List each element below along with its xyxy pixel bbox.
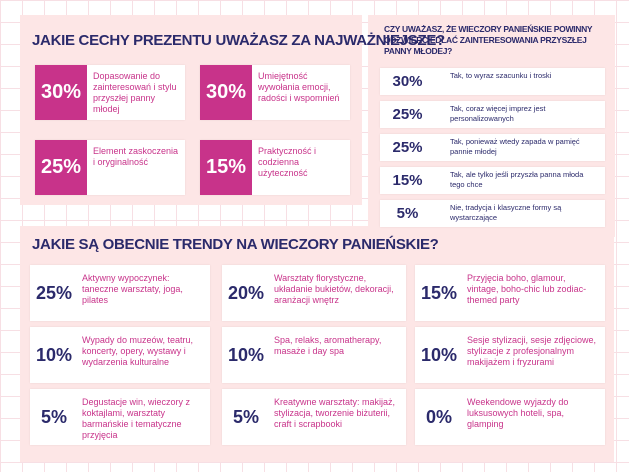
percent: 5% <box>232 406 259 427</box>
percent: 5% <box>40 406 67 427</box>
percent: 20% <box>227 282 265 303</box>
answer-row: 30% Tak, to wyraz szacunku i troski <box>380 68 605 95</box>
answer-text: Tak, to wyraz szacunku i troski <box>450 71 552 80</box>
trend-text: Warsztaty florystyczne, układanie bukiet… <box>274 273 394 305</box>
trend-card: 15% Przyjęcia boho, glamour, vintage, boh… <box>415 265 605 321</box>
trend-card: 0% Weekendowe wyjazdy do luksusowych hote… <box>415 389 605 445</box>
opinion-card: 25% Element zaskoczenia i oryginalność <box>35 140 185 195</box>
percent-badge: 30% <box>200 65 252 120</box>
trend-card: 10% Sesje stylizacji, sesje zdjęciowe, st… <box>415 327 605 383</box>
trend-card: 5% Kreatywne warsztaty: makijaż, stylizac… <box>222 389 406 445</box>
answer-row: 25% Tak, coraz więcej imprez jest persona… <box>380 101 605 128</box>
percent: 5% <box>396 205 419 222</box>
trend-text: Degustacje win, wieczory z koktajlami, w… <box>82 397 191 440</box>
trend-card: 20% Warsztaty florystyczne, układanie buk… <box>222 265 406 321</box>
trend-text: Spa, relaks, aromatherapy, masaże i day … <box>274 335 382 356</box>
opinion-card: 30% Umiejętność wywołania emocji, radości… <box>200 65 350 120</box>
opinion-card: 15% Praktyczność i codzienna użyteczność <box>200 140 350 195</box>
percent: 25% <box>392 139 423 156</box>
answer-text: Tak, ponieważ wtedy zapada w pamięć pann… <box>450 137 580 156</box>
card-text: Dopasowanie do zainteresowań i stylu prz… <box>93 71 177 114</box>
trend-card: 10% Wypady do muzeów, teatru, koncerty, o… <box>30 327 210 383</box>
answer-text: Tak, coraz więcej imprez jest personaliz… <box>450 104 546 123</box>
trend-card: 10% Spa, relaks, aromatherapy, masaże i d… <box>222 327 406 383</box>
percent: 10% <box>420 344 458 365</box>
opinion-card: 30% Dopasowanie do zainteresowań i stylu … <box>35 65 185 120</box>
section-title: CZY UWAŻASZ, ŻE WIECZORY PANIEŃSKIE POWI… <box>384 24 593 56</box>
trend-text: Kreatywne warsztaty: makijaż, stylizacja… <box>274 397 396 429</box>
answer-text: Nie, tradycja i klasyczne formy są wysta… <box>450 203 562 222</box>
percent-badge: 15% <box>200 140 252 195</box>
section-title: JAKIE SĄ OBECNIE TRENDY NA WIECZORY PANI… <box>32 236 439 253</box>
section-title: JAKIE CECHY PREZENTU UWAŻASZ ZA NAJWAŻNI… <box>32 32 445 49</box>
percent: 15% <box>392 172 423 189</box>
percent-badge: 25% <box>35 140 87 195</box>
trend-text: Wypady do muzeów, teatru, koncerty, oper… <box>82 335 193 367</box>
percent-badge: 30% <box>35 65 87 120</box>
answer-row: 25% Tak, ponieważ wtedy zapada w pamięć p… <box>380 134 605 161</box>
percent: 15% <box>420 282 458 303</box>
card-text: Praktyczność i codzienna użyteczność <box>258 146 317 178</box>
card-text: Umiejętność wywołania emocji, radości i … <box>258 71 340 103</box>
percent: 25% <box>35 282 73 303</box>
percent: 30% <box>392 73 423 90</box>
trend-text: Przyjęcia boho, glamour, vintage, boho-c… <box>467 273 587 305</box>
percent: 10% <box>227 344 265 365</box>
percent: 10% <box>35 344 73 365</box>
trend-card: 25% Aktywny wypoczynek: taneczne warsztat… <box>30 265 210 321</box>
percent: 25% <box>392 106 423 123</box>
answer-row: 15% Tak, ale tylko jeśli przyszła panna m… <box>380 167 605 194</box>
percent: 0% <box>425 406 452 427</box>
trend-text: Aktywny wypoczynek: taneczne warsztaty, … <box>82 273 183 305</box>
trend-card: 5% Degustacje win, wieczory z koktajlami,… <box>30 389 210 445</box>
answer-row: 5% Nie, tradycja i klasyczne formy są wys… <box>380 200 605 227</box>
answer-text: Tak, ale tylko jeśli przyszła panna młod… <box>450 170 584 189</box>
trend-text: Sesje stylizacji, sesje zdjęciowe, styli… <box>467 335 597 367</box>
trend-text: Weekendowe wyjazdy do luksusowych hoteli… <box>467 397 569 429</box>
card-text: Element zaskoczenia i oryginalność <box>93 146 179 167</box>
